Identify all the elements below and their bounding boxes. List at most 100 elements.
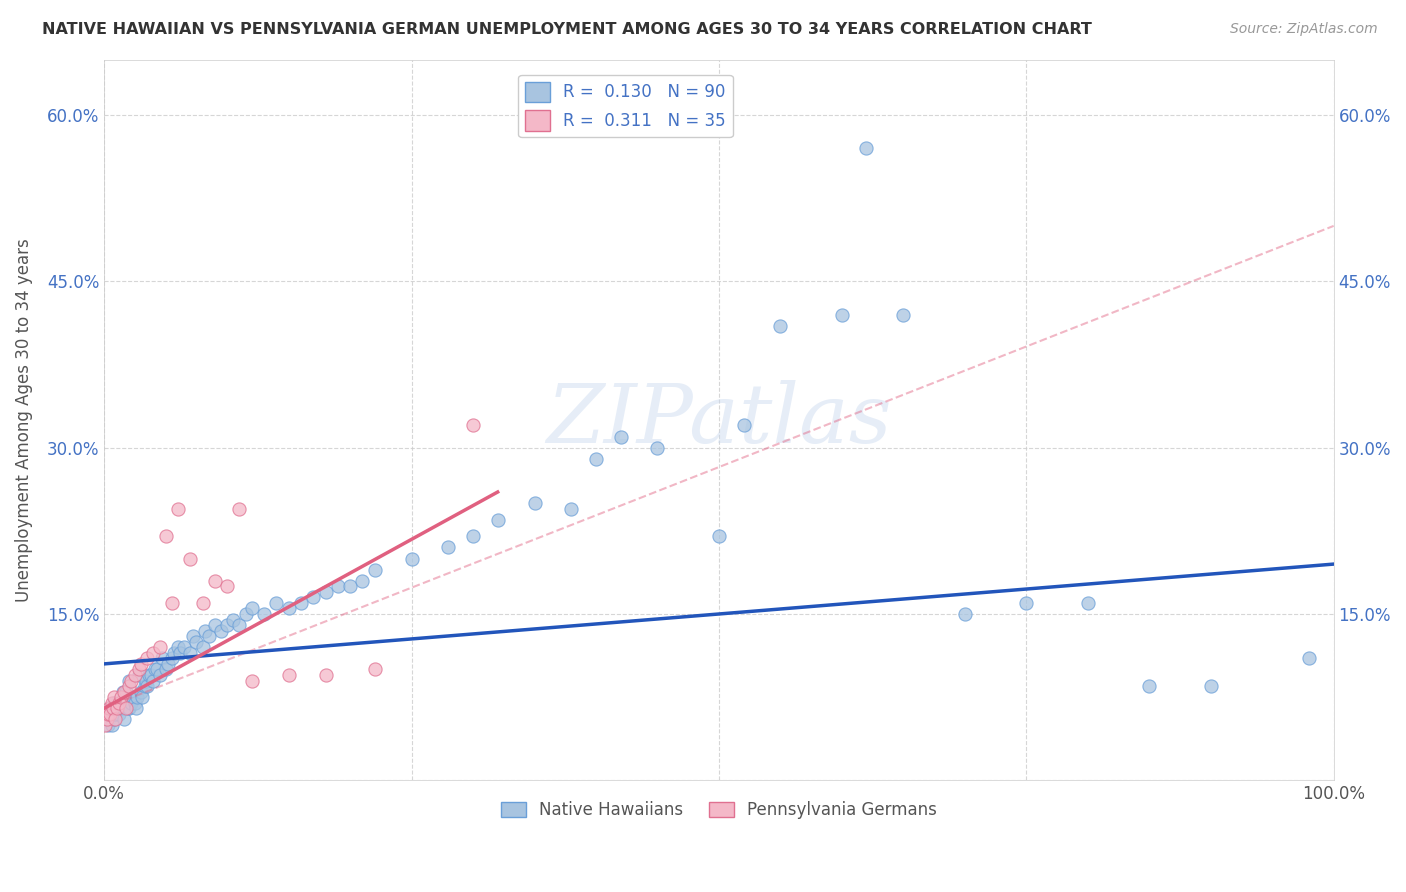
Point (118, 673, 141, 688)
Point (142, 673, 165, 688)
Point (124, 696, 146, 710)
Point (1015, 596, 1038, 610)
Point (148, 640, 170, 655)
Point (352, 574, 374, 588)
Point (97, 718, 120, 732)
Point (124, 668, 146, 682)
Point (173, 640, 195, 655)
Point (111, 701, 134, 715)
Point (461, 529, 484, 543)
Point (401, 551, 423, 566)
Point (769, 318, 792, 333)
Point (129, 684, 152, 698)
Point (97, 706, 120, 721)
Point (101, 706, 124, 721)
Point (733, 418, 755, 433)
Point (155, 662, 177, 676)
Point (953, 607, 976, 621)
Point (108, 696, 131, 710)
Point (266, 596, 288, 610)
Point (240, 601, 263, 615)
Point (150, 651, 173, 665)
Point (609, 429, 631, 443)
Point (163, 646, 186, 660)
Point (142, 646, 165, 660)
Point (585, 451, 607, 466)
Point (105, 701, 128, 715)
Point (103, 712, 125, 726)
Legend: Native Hawaiians, Pennsylvania Germans: Native Hawaiians, Pennsylvania Germans (495, 795, 943, 826)
Point (1137, 679, 1160, 693)
Point (855, 141, 877, 155)
Point (125, 701, 148, 715)
Point (160, 651, 183, 665)
Point (100, 706, 122, 721)
Point (302, 591, 325, 605)
Point (101, 701, 124, 715)
Point (136, 651, 159, 665)
Point (217, 579, 239, 593)
Point (115, 684, 138, 698)
Point (235, 607, 257, 621)
Text: ZIPatlas: ZIPatlas (546, 380, 891, 460)
Point (160, 596, 183, 610)
Point (437, 541, 460, 555)
Point (139, 668, 162, 682)
Point (339, 579, 361, 593)
Point (129, 657, 152, 671)
Point (179, 646, 201, 660)
Point (118, 701, 141, 715)
Point (128, 668, 150, 682)
Point (179, 551, 201, 566)
Point (315, 584, 337, 599)
Point (209, 624, 232, 638)
Point (831, 308, 853, 322)
Point (228, 618, 250, 632)
Point (121, 690, 143, 705)
Point (100, 696, 122, 710)
Point (157, 657, 180, 671)
Point (117, 701, 139, 715)
Point (112, 712, 135, 726)
Point (98, 712, 121, 726)
Point (461, 418, 484, 433)
Point (134, 679, 156, 693)
Point (240, 673, 263, 688)
Point (115, 701, 138, 715)
Point (103, 690, 125, 705)
Point (217, 618, 239, 632)
Point (111, 684, 134, 698)
Y-axis label: Unemployment Among Ages 30 to 34 years: Unemployment Among Ages 30 to 34 years (15, 238, 32, 602)
Point (94, 718, 117, 732)
Point (364, 563, 387, 577)
Point (97, 706, 120, 721)
Point (110, 701, 132, 715)
Point (1199, 679, 1222, 693)
Point (131, 690, 153, 705)
Point (253, 607, 276, 621)
Point (135, 673, 157, 688)
Point (1298, 651, 1320, 665)
Point (290, 596, 312, 610)
Point (100, 718, 122, 732)
Point (103, 696, 125, 710)
Point (194, 624, 217, 638)
Point (105, 701, 128, 715)
Point (136, 679, 159, 693)
Point (486, 513, 509, 527)
Point (197, 629, 219, 643)
Point (647, 441, 669, 455)
Point (155, 529, 177, 543)
Point (364, 662, 387, 676)
Point (277, 668, 299, 682)
Point (891, 308, 914, 322)
Point (127, 690, 149, 705)
Point (110, 690, 132, 705)
Point (104, 706, 127, 721)
Point (707, 529, 730, 543)
Point (118, 679, 141, 693)
Point (191, 640, 214, 655)
Point (100, 701, 122, 715)
Point (523, 496, 546, 510)
Point (277, 601, 299, 615)
